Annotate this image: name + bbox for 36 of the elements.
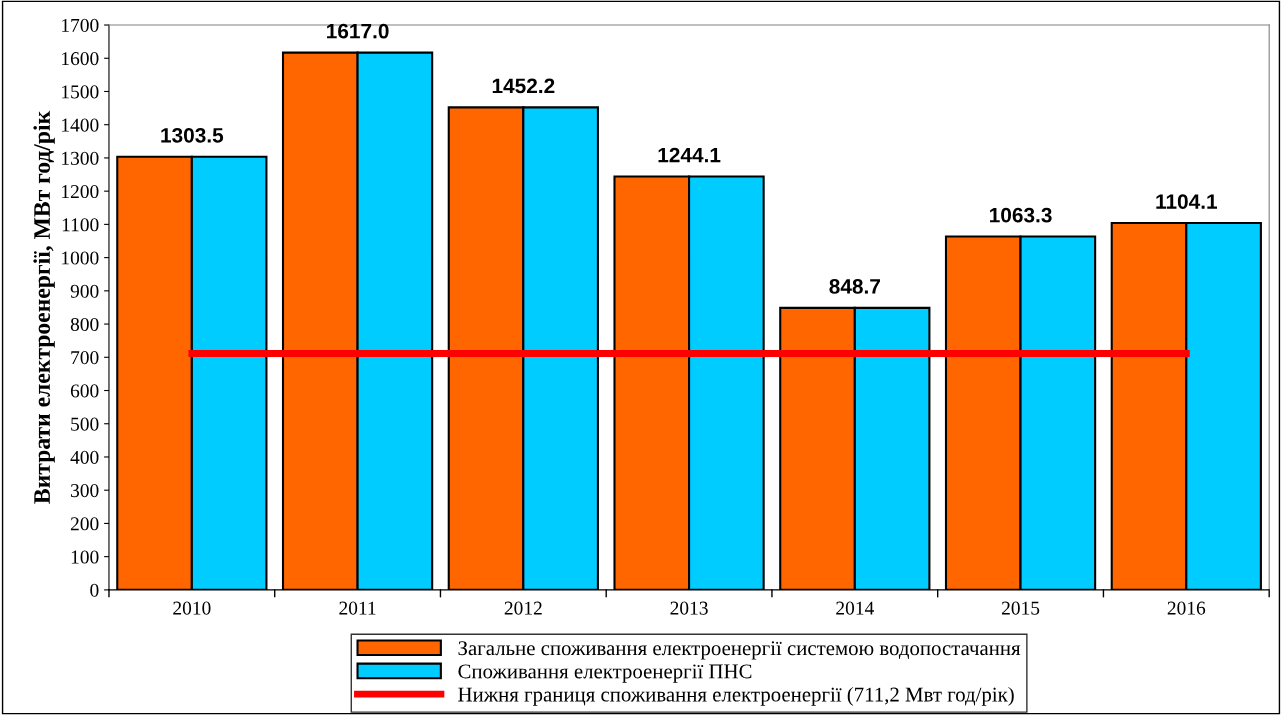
x-tick-label: 2013	[670, 601, 708, 615]
data-label: 1617.0	[327, 23, 389, 39]
y-tick-label: 1500	[62, 85, 99, 99]
data-label: 1452.2	[492, 78, 555, 94]
y-tick-label: 1200	[62, 184, 99, 199]
legend-label: Нижня границя споживання електроенергії (711,2 Мвт год/рік)	[458, 686, 1014, 706]
y-tick-label: 1700	[62, 18, 99, 32]
y-axis-title: Витрати електроенергії, МВт год/рік	[33, 110, 55, 504]
y-tick-label: 600	[70, 384, 99, 398]
y-tick-label: 400	[70, 450, 99, 464]
data-label: 1104.1	[1156, 194, 1218, 209]
x-tick-label: 2010	[173, 601, 211, 615]
y-tick-label: 0	[90, 583, 99, 597]
data-label: 1303.5	[161, 127, 224, 143]
y-tick-label: 700	[71, 351, 99, 365]
data-label: 1244.1	[658, 147, 721, 163]
data-label: 1063.3	[990, 207, 1052, 223]
legend-label: Загальне споживання електроенергії системою водопостачання	[458, 641, 1021, 660]
x-tick-label: 2012	[504, 601, 542, 615]
y-tick-label: 1100	[62, 218, 99, 232]
y-tick-label: 100	[71, 550, 99, 564]
y-tick-label: 900	[70, 284, 99, 298]
legend-label: Споживання електроенергії ПНС	[458, 664, 752, 683]
x-tick-label: 2015	[1001, 601, 1040, 615]
x-tick-label: 2016	[1167, 601, 1206, 615]
x-tick-label: 2011	[339, 601, 376, 615]
y-tick-label: 500	[71, 417, 99, 431]
y-tick-label: 1000	[62, 251, 99, 265]
y-tick-label: 300	[71, 484, 99, 498]
data-label: 848.7	[829, 279, 880, 294]
x-tick-label: 2014	[836, 601, 874, 615]
y-tick-label: 800	[70, 317, 99, 331]
y-tick-label: 200	[70, 517, 99, 531]
y-tick-label: 1600	[62, 52, 99, 66]
y-tick-label: 1300	[62, 151, 99, 165]
y-tick-label: 1400	[62, 118, 99, 132]
